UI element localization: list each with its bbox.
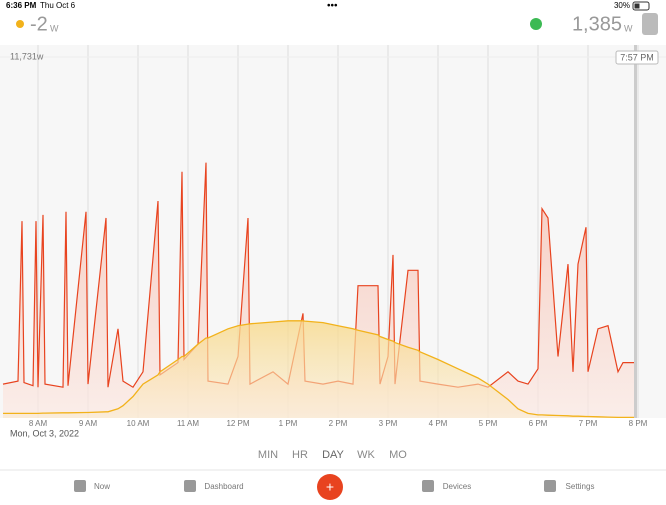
x-tick-label: 6 PM	[529, 419, 548, 428]
x-tick-label: 7 PM	[579, 419, 598, 428]
series-line	[2, 162, 636, 389]
area	[3, 320, 636, 418]
usage-value: 1,385	[572, 13, 622, 35]
x-tick-label: 10 AM	[127, 419, 150, 428]
tab-label[interactable]: Dashboard	[204, 482, 243, 491]
battery-level	[634, 3, 640, 9]
x-tick-label: 1 PM	[279, 419, 298, 428]
status-dots: •••	[327, 1, 338, 12]
series-line	[3, 320, 636, 419]
status-time: 6:36 PM	[6, 1, 37, 10]
x-tick-label: 12 PM	[226, 419, 249, 428]
cursor-label: 7:57 PM	[620, 52, 654, 62]
x-tick-label: 5 PM	[479, 419, 498, 428]
tab-icon	[184, 480, 196, 492]
sun-icon	[16, 20, 24, 28]
x-tick-label: 8 PM	[629, 419, 648, 428]
add-button[interactable]	[317, 474, 343, 500]
area	[3, 162, 636, 418]
tab-label[interactable]: Now	[94, 482, 110, 491]
range-button[interactable]: WK	[357, 449, 375, 461]
battery-icon	[632, 1, 650, 11]
x-tick-label: 3 PM	[379, 419, 398, 428]
tab-icon	[74, 480, 86, 492]
range-button[interactable]: MIN	[258, 449, 278, 461]
range-button[interactable]: HR	[292, 449, 308, 461]
status-date: Thu Oct 6	[40, 1, 76, 10]
tab-icon	[422, 480, 434, 492]
solar-value: -2	[30, 13, 48, 35]
add-icon: +	[326, 479, 334, 495]
x-tick-label: 9 AM	[79, 419, 98, 428]
plug-icon	[530, 18, 542, 30]
usage-unit: W	[624, 23, 633, 33]
x-tick-label: 2 PM	[329, 419, 348, 428]
cursor-box	[615, 50, 659, 65]
x-tick-label: 11 AM	[177, 419, 199, 428]
x-tick-label: 8 AM	[29, 419, 48, 428]
meter-icon	[642, 13, 658, 35]
tab-label[interactable]: Devices	[443, 482, 471, 491]
range-button[interactable]: DAY	[322, 449, 344, 461]
solar-unit: W	[50, 23, 59, 33]
tab-label[interactable]: Settings	[566, 482, 595, 491]
range-button[interactable]: MO	[389, 449, 407, 461]
x-tick-label: 4 PM	[429, 419, 448, 428]
date-label: Mon, Oct 3, 2022	[10, 428, 79, 438]
tab-icon	[544, 480, 556, 492]
status-battery: 30%	[614, 1, 630, 10]
y-tick-label: 11,731w	[10, 51, 44, 61]
